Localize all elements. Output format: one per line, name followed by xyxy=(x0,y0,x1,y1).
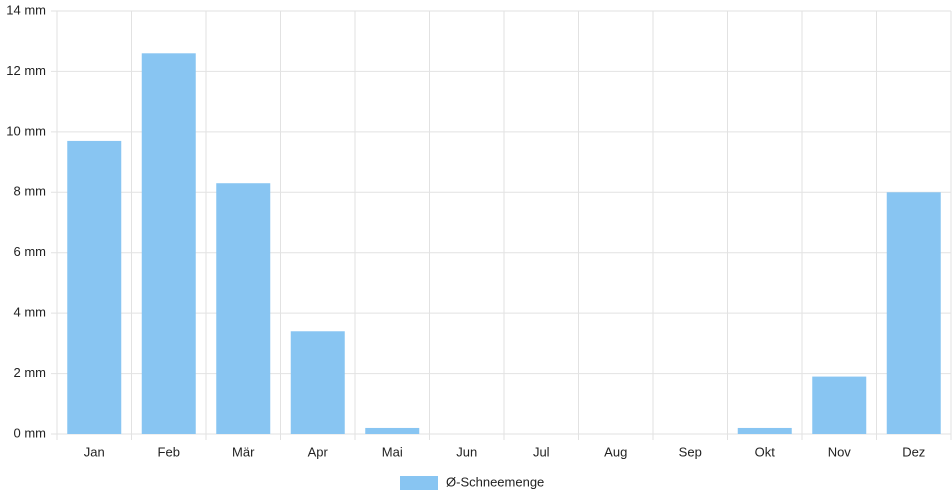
x-tick-label: Mär xyxy=(232,444,255,459)
x-tick-label: Nov xyxy=(828,444,852,459)
y-tick-label: 4 mm xyxy=(14,305,47,320)
x-tick-label: Mai xyxy=(382,444,403,459)
bar xyxy=(886,192,941,434)
x-tick-label: Aug xyxy=(604,444,627,459)
x-tick-label: Feb xyxy=(158,444,180,459)
bar xyxy=(141,53,196,435)
bar xyxy=(67,140,122,434)
x-tick-label: Sep xyxy=(679,444,702,459)
y-tick-label: 2 mm xyxy=(14,365,47,380)
y-tick-label: 10 mm xyxy=(6,123,46,138)
y-tick-label: 6 mm xyxy=(14,244,47,259)
x-tick-label: Jan xyxy=(84,444,105,459)
x-tick-label: Okt xyxy=(755,444,776,459)
x-tick-label: Dez xyxy=(902,444,925,459)
bar xyxy=(216,183,271,434)
bar xyxy=(812,376,867,434)
y-tick-label: 0 mm xyxy=(14,425,47,440)
x-tick-label: Jul xyxy=(533,444,550,459)
legend-label: Ø-Schneemenge xyxy=(446,474,544,489)
y-tick-label: 14 mm xyxy=(6,2,46,17)
x-tick-label: Jun xyxy=(456,444,477,459)
legend-swatch xyxy=(400,476,438,490)
bar xyxy=(290,331,345,434)
y-tick-label: 8 mm xyxy=(14,184,47,199)
x-tick-label: Apr xyxy=(308,444,329,459)
bar xyxy=(365,427,420,434)
bar xyxy=(737,427,792,434)
y-tick-label: 12 mm xyxy=(6,63,46,78)
